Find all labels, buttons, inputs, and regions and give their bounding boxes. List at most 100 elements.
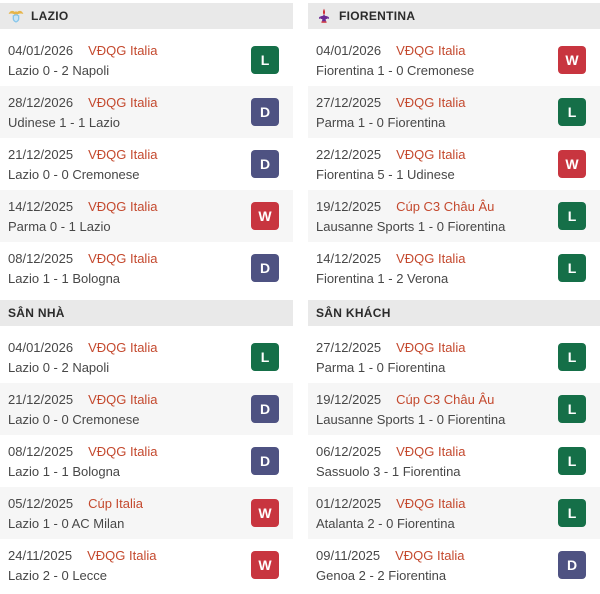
match-row[interactable]: 28/12/2026 VĐQG Italia Udinese 1 - 1 Laz… [0, 86, 293, 138]
team-header-fiorentina: FIORENTINA [308, 3, 600, 29]
match-row[interactable]: 04/01/2026 VĐQG Italia Lazio 0 - 2 Napol… [0, 34, 293, 86]
competition-label[interactable]: VĐQG Italia [88, 391, 158, 407]
match-row[interactable]: 14/12/2025 VĐQG Italia Fiorentina 1 - 2 … [308, 242, 600, 294]
competition-label[interactable]: VĐQG Italia [396, 443, 466, 459]
lazio-eagle-crest-icon [8, 8, 24, 24]
match-info: 08/12/2025 VĐQG Italia Lazio 1 - 1 Bolog… [8, 251, 157, 286]
match-info: 01/12/2025 VĐQG Italia Atalanta 2 - 0 Fi… [316, 496, 465, 531]
outcome-badge: W [558, 150, 586, 178]
match-row[interactable]: 21/12/2025 VĐQG Italia Lazio 0 - 0 Cremo… [0, 138, 293, 190]
match-result: Lazio 0 - 2 Napoli [8, 62, 110, 78]
match-row[interactable]: 21/12/2025 VĐQG Italia Lazio 0 - 0 Cremo… [0, 383, 293, 435]
match-row[interactable]: 27/12/2025 VĐQG Italia Parma 1 - 0 Fiore… [308, 86, 600, 138]
match-date: 27/12/2025 [316, 94, 382, 110]
match-date: 08/12/2025 [8, 250, 74, 266]
match-info: 22/12/2025 VĐQG Italia Fiorentina 5 - 1 … [316, 147, 465, 182]
match-info: 24/11/2025 VĐQG Italia Lazio 2 - 0 Lecce [8, 548, 156, 583]
match-info: 21/12/2025 VĐQG Italia Lazio 0 - 0 Cremo… [8, 392, 157, 427]
match-info: 28/12/2026 VĐQG Italia Udinese 1 - 1 Laz… [8, 95, 157, 130]
section-header-away: SÂN KHÁCH [308, 300, 600, 326]
team-column-lazio: LAZIO 04/01/2026 VĐQG Italia Lazio 0 - 2… [0, 0, 293, 591]
competition-label[interactable]: VĐQG Italia [396, 146, 466, 162]
match-date: 27/12/2025 [316, 339, 382, 355]
match-result: Lausanne Sports 1 - 0 Fiorentina [316, 411, 506, 427]
competition-label[interactable]: VĐQG Italia [396, 42, 466, 58]
match-info: 14/12/2025 VĐQG Italia Parma 0 - 1 Lazio [8, 199, 157, 234]
match-info: 21/12/2025 VĐQG Italia Lazio 0 - 0 Cremo… [8, 147, 157, 182]
competition-label[interactable]: Cúp C3 Châu Âu [396, 391, 495, 407]
match-date: 21/12/2025 [8, 146, 74, 162]
match-result: Parma 0 - 1 Lazio [8, 218, 111, 234]
match-date: 28/12/2026 [8, 94, 74, 110]
outcome-badge: W [251, 551, 279, 579]
competition-label[interactable]: VĐQG Italia [396, 339, 466, 355]
outcome-badge: D [251, 447, 279, 475]
match-date: 05/12/2025 [8, 495, 74, 511]
match-row[interactable]: 04/01/2026 VĐQG Italia Lazio 0 - 2 Napol… [0, 331, 293, 383]
competition-label[interactable]: VĐQG Italia [396, 250, 466, 266]
match-info: 05/12/2025 Cúp Italia Lazio 1 - 0 AC Mil… [8, 496, 143, 531]
match-row[interactable]: 08/12/2025 VĐQG Italia Lazio 1 - 1 Bolog… [0, 435, 293, 487]
match-row[interactable]: 22/12/2025 VĐQG Italia Fiorentina 5 - 1 … [308, 138, 600, 190]
competition-label[interactable]: Cúp C3 Châu Âu [396, 198, 495, 214]
match-info: 09/11/2025 VĐQG Italia Genoa 2 - 2 Fiore… [316, 548, 464, 583]
competition-label[interactable]: VĐQG Italia [396, 94, 466, 110]
competition-label[interactable]: VĐQG Italia [395, 547, 465, 563]
match-row[interactable]: 05/12/2025 Cúp Italia Lazio 1 - 0 AC Mil… [0, 487, 293, 539]
competition-label[interactable]: VĐQG Italia [88, 42, 158, 58]
competition-label[interactable]: VĐQG Italia [88, 339, 158, 355]
match-result: Lazio 0 - 2 Napoli [8, 359, 110, 375]
match-date: 09/11/2025 [316, 547, 381, 563]
section-header-home: SÂN NHÀ [0, 300, 293, 326]
competition-label[interactable]: VĐQG Italia [88, 250, 158, 266]
match-result: Genoa 2 - 2 Fiorentina [316, 567, 447, 583]
outcome-badge: D [251, 98, 279, 126]
team-name-fiorentina: FIORENTINA [339, 9, 416, 23]
competition-label[interactable]: VĐQG Italia [396, 495, 466, 511]
team-header-lazio: LAZIO [0, 3, 293, 29]
outcome-badge: L [558, 499, 586, 527]
match-result: Lazio 1 - 1 Bologna [8, 463, 121, 479]
lazio-recent-matches-list: 04/01/2026 VĐQG Italia Lazio 0 - 2 Napol… [0, 34, 293, 294]
match-info: 14/12/2025 VĐQG Italia Fiorentina 1 - 2 … [316, 251, 465, 286]
match-row[interactable]: 09/11/2025 VĐQG Italia Genoa 2 - 2 Fiore… [308, 539, 600, 591]
fiorentina-fleur-de-lis-crest-icon [316, 8, 332, 24]
match-date: 06/12/2025 [316, 443, 382, 459]
match-info: 04/01/2026 VĐQG Italia Lazio 0 - 2 Napol… [8, 43, 157, 78]
match-row[interactable]: 01/12/2025 VĐQG Italia Atalanta 2 - 0 Fi… [308, 487, 600, 539]
match-date: 24/11/2025 [8, 547, 73, 563]
match-row[interactable]: 27/12/2025 VĐQG Italia Parma 1 - 0 Fiore… [308, 331, 600, 383]
outcome-badge: D [251, 254, 279, 282]
match-date: 04/01/2026 [316, 42, 382, 58]
match-row[interactable]: 19/12/2025 Cúp C3 Châu Âu Lausanne Sport… [308, 190, 600, 242]
match-result: Lazio 1 - 1 Bologna [8, 270, 121, 286]
outcome-badge: L [558, 343, 586, 371]
competition-label[interactable]: VĐQG Italia [88, 198, 158, 214]
match-row[interactable]: 24/11/2025 VĐQG Italia Lazio 2 - 0 Lecce… [0, 539, 293, 591]
lazio-home-matches-list: 04/01/2026 VĐQG Italia Lazio 0 - 2 Napol… [0, 331, 293, 591]
match-date: 21/12/2025 [8, 391, 74, 407]
match-row[interactable]: 08/12/2025 VĐQG Italia Lazio 1 - 1 Bolog… [0, 242, 293, 294]
outcome-badge: D [251, 395, 279, 423]
competition-label[interactable]: VĐQG Italia [88, 443, 158, 459]
match-row[interactable]: 14/12/2025 VĐQG Italia Parma 0 - 1 Lazio… [0, 190, 293, 242]
match-date: 19/12/2025 [316, 198, 382, 214]
match-result: Parma 1 - 0 Fiorentina [316, 114, 446, 130]
match-row[interactable]: 19/12/2025 Cúp C3 Châu Âu Lausanne Sport… [308, 383, 600, 435]
match-date: 08/12/2025 [8, 443, 74, 459]
competition-label[interactable]: VĐQG Italia [88, 94, 158, 110]
match-result: Fiorentina 5 - 1 Udinese [316, 166, 455, 182]
fiorentina-recent-matches-list: 04/01/2026 VĐQG Italia Fiorentina 1 - 0 … [308, 34, 600, 294]
match-result: Udinese 1 - 1 Lazio [8, 114, 121, 130]
match-row[interactable]: 04/01/2026 VĐQG Italia Fiorentina 1 - 0 … [308, 34, 600, 86]
match-date: 14/12/2025 [8, 198, 74, 214]
match-row[interactable]: 06/12/2025 VĐQG Italia Sassuolo 3 - 1 Fi… [308, 435, 600, 487]
competition-label[interactable]: VĐQG Italia [88, 146, 158, 162]
outcome-badge: D [251, 150, 279, 178]
competition-label[interactable]: Cúp Italia [88, 495, 143, 511]
section-title-away: SÂN KHÁCH [316, 306, 391, 320]
competition-label[interactable]: VĐQG Italia [87, 547, 157, 563]
outcome-badge: L [558, 202, 586, 230]
match-result: Atalanta 2 - 0 Fiorentina [316, 515, 455, 531]
